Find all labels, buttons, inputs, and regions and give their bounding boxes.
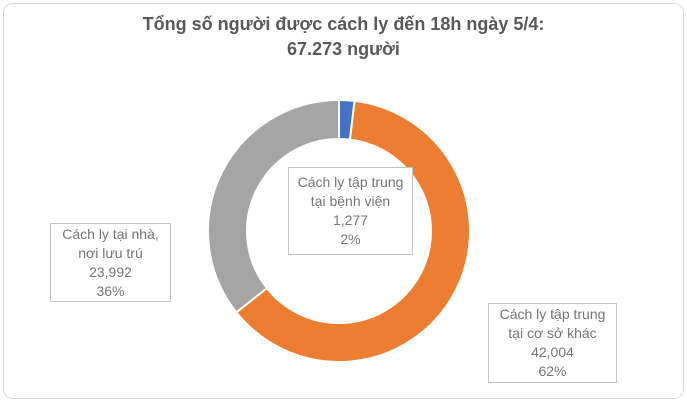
donut-segment-tai-nha: [207, 98, 340, 314]
label-percent: 2%: [340, 231, 361, 247]
data-label-benh-vien: Cách ly tập trung tại bệnh viện 1,277 2%: [288, 167, 413, 255]
label-line1: Cách ly tại nhà,: [62, 225, 159, 242]
label-percent: 62%: [538, 363, 567, 379]
label-line1: Cách ly tập trung: [499, 306, 606, 322]
label-line1: Cách ly tập trung: [297, 174, 404, 190]
label-percent: 36%: [96, 282, 125, 299]
donut-chart: [207, 98, 471, 363]
data-label-co-so-khac: Cách ly tập trung tại cơ sở khác 42,004 …: [488, 303, 617, 383]
label-value: 1,277: [332, 212, 369, 228]
chart-title-line2: 67.273 người: [287, 39, 400, 59]
donut-segment-co-so-khac: [234, 99, 471, 363]
label-value: 23,992: [89, 263, 132, 280]
label-line2: tại bệnh viện: [310, 193, 391, 209]
label-line2: tại cơ sở khác: [508, 325, 597, 341]
label-line2: nơi lưu trú: [78, 244, 143, 261]
data-label-tai-nha: Cách ly tại nhà, nơi lưu trú 23,992 36%: [50, 223, 171, 302]
chart-title-line1: Tổng số người được cách ly đến 18h ngày …: [142, 14, 545, 34]
label-value: 42,004: [531, 344, 574, 360]
chart-title: Tổng số người được cách ly đến 18h ngày …: [0, 12, 687, 62]
